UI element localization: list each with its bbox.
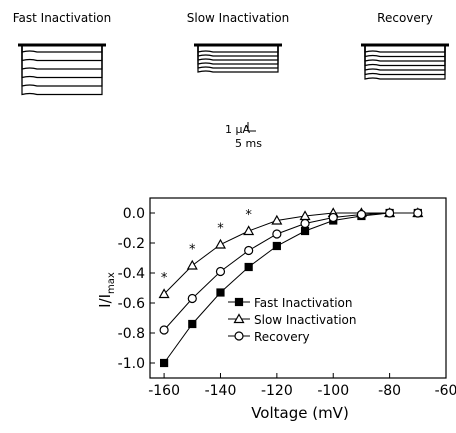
significance-mark: * bbox=[189, 243, 196, 258]
marker bbox=[414, 209, 422, 217]
scale-current: 1 μA bbox=[225, 123, 250, 136]
legend-marker bbox=[236, 299, 243, 306]
x-tick-label: -160 bbox=[148, 383, 180, 399]
marker bbox=[357, 211, 365, 219]
y-tick-label: 0.0 bbox=[123, 206, 145, 222]
trace bbox=[361, 45, 449, 61]
y-tick-label: -0.2 bbox=[118, 236, 145, 252]
y-tick-label: -0.8 bbox=[118, 326, 145, 342]
x-tick-label: -80 bbox=[378, 383, 401, 399]
x-tick-label: -100 bbox=[317, 383, 349, 399]
significance-mark: * bbox=[245, 208, 252, 223]
y-tick-label: -0.4 bbox=[118, 266, 145, 282]
marker bbox=[189, 321, 196, 328]
trace bbox=[18, 45, 106, 61]
marker bbox=[273, 230, 281, 238]
marker bbox=[244, 227, 253, 235]
marker bbox=[188, 295, 196, 303]
trace bbox=[361, 45, 449, 70]
legend-label: Slow Inactivation bbox=[254, 313, 357, 327]
legend-label: Fast Inactivation bbox=[254, 296, 353, 310]
x-tick-label: -140 bbox=[205, 383, 237, 399]
current-traces bbox=[18, 45, 449, 95]
marker bbox=[160, 326, 168, 334]
marker bbox=[245, 247, 253, 255]
plot-frame bbox=[150, 198, 446, 378]
legend-marker bbox=[235, 332, 243, 340]
x-tick-label: -120 bbox=[261, 383, 293, 399]
figure: 1 μA 5 ms Voltage (mV) I/Imax Fast Inact… bbox=[0, 0, 456, 429]
y-axis-label: I/Imax bbox=[96, 272, 117, 308]
marker bbox=[302, 228, 309, 235]
marker bbox=[329, 214, 337, 222]
legend-label: Recovery bbox=[254, 330, 310, 344]
series-line bbox=[164, 213, 418, 294]
trace bbox=[18, 45, 106, 69]
trace bbox=[18, 45, 106, 78]
marker bbox=[216, 240, 225, 248]
marker bbox=[161, 360, 168, 367]
marker bbox=[245, 264, 252, 271]
marker bbox=[273, 243, 280, 250]
panel-title: Fast Inactivation bbox=[13, 11, 112, 25]
significance-mark: * bbox=[217, 222, 224, 237]
y-label-sub: max bbox=[106, 272, 117, 294]
y-label-main: I/I bbox=[96, 294, 114, 308]
marker bbox=[217, 289, 224, 296]
panel-title: Slow Inactivation bbox=[187, 11, 290, 25]
scale-time: 5 ms bbox=[235, 137, 262, 150]
x-tick-label: -60 bbox=[435, 383, 456, 399]
y-tick-label: -0.6 bbox=[118, 296, 145, 312]
marker bbox=[386, 209, 394, 217]
y-axis-label-group: I/Imax bbox=[96, 272, 117, 308]
x-axis-label: Voltage (mV) bbox=[251, 404, 349, 422]
marker bbox=[301, 220, 309, 228]
panel-title: Recovery bbox=[377, 11, 433, 25]
y-tick-label: -1.0 bbox=[118, 356, 145, 372]
marker bbox=[188, 261, 197, 269]
marker bbox=[216, 268, 224, 276]
significance-mark: * bbox=[161, 271, 168, 286]
